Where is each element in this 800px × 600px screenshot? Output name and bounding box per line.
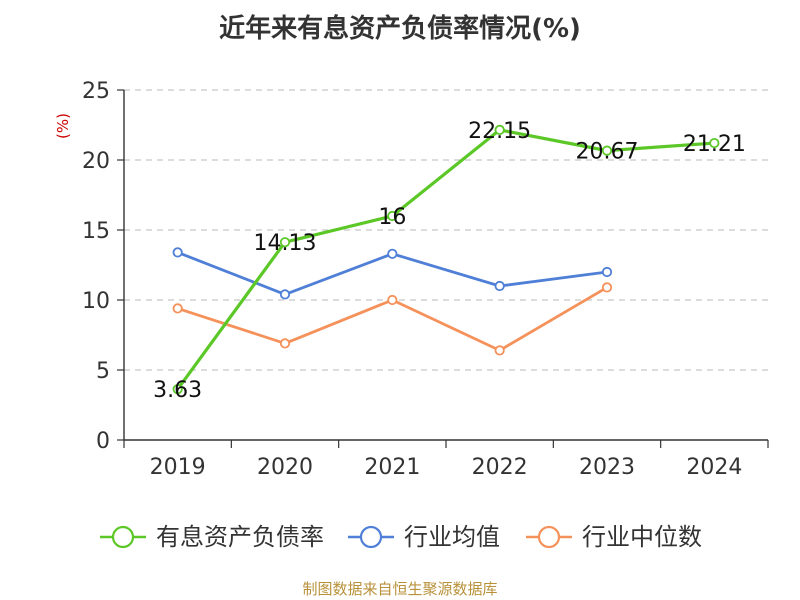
y-tick-label: 15 bbox=[82, 219, 110, 244]
series-1 bbox=[172, 247, 613, 300]
data-label: 14.13 bbox=[254, 231, 317, 256]
x-tick-label: 2019 bbox=[150, 455, 206, 480]
data-labels: 3.63 14.13 16 22.15 20.67 21.21 bbox=[153, 119, 746, 403]
y-axis-unit-label: (%) bbox=[54, 113, 72, 139]
data-point bbox=[601, 145, 613, 156]
x-tick-label: 2024 bbox=[686, 455, 742, 480]
data-label: 3.63 bbox=[153, 378, 202, 403]
legend-item[interactable]: 有息资产负债率 bbox=[100, 523, 324, 551]
grid-lines bbox=[124, 89, 768, 371]
series-2 bbox=[172, 282, 613, 356]
legend-swatch-marker bbox=[359, 525, 383, 549]
data-label: 22.15 bbox=[468, 119, 531, 144]
y-tick-label: 0 bbox=[96, 429, 110, 454]
data-label: 20.67 bbox=[576, 140, 639, 165]
legend-label: 有息资产负债率 bbox=[156, 523, 324, 551]
legend-label: 行业均值 bbox=[404, 523, 500, 551]
data-point bbox=[494, 124, 505, 135]
y-tick-label: 10 bbox=[82, 289, 110, 314]
x-tick-label: 2023 bbox=[579, 455, 635, 480]
axes: 0 5 10 15 20 25 2019 2020 2021 2022 2023 2024 bbox=[82, 79, 769, 480]
y-tick-label: 20 bbox=[82, 149, 110, 174]
legend-swatch-marker bbox=[537, 525, 561, 549]
legend-item[interactable]: 行业中位数 bbox=[526, 523, 702, 551]
data-point bbox=[494, 280, 505, 292]
legend: 有息资产负债率 行业均值 行业中位数 bbox=[100, 523, 702, 551]
data-point bbox=[279, 338, 291, 349]
legend-swatch-marker bbox=[111, 525, 135, 549]
series-0 bbox=[172, 124, 720, 395]
x-tick-label: 2022 bbox=[472, 455, 528, 480]
data-point bbox=[709, 137, 720, 149]
series-layer bbox=[172, 124, 720, 395]
x-tick-label: 2020 bbox=[257, 455, 313, 480]
legend-label: 行业中位数 bbox=[582, 523, 702, 551]
data-point bbox=[494, 345, 505, 356]
data-point bbox=[279, 289, 291, 300]
chart-title: 近年来有息资产负债率情况(%) bbox=[219, 14, 581, 44]
data-point bbox=[601, 282, 613, 293]
data-point bbox=[279, 237, 291, 248]
source-note: 制图数据来自恒生聚源数据库 bbox=[302, 580, 498, 598]
x-tick-label: 2021 bbox=[364, 455, 420, 480]
data-point bbox=[601, 266, 613, 278]
series-line bbox=[176, 128, 715, 391]
data-point bbox=[172, 384, 183, 395]
y-tick-label: 25 bbox=[82, 79, 110, 104]
data-point bbox=[172, 247, 183, 258]
legend-item[interactable]: 行业均值 bbox=[348, 523, 500, 551]
data-point bbox=[387, 248, 398, 259]
data-point bbox=[387, 294, 398, 306]
data-label: 21.21 bbox=[683, 132, 746, 157]
data-point bbox=[387, 210, 398, 222]
y-tick-label: 5 bbox=[96, 359, 110, 384]
data-point bbox=[172, 303, 183, 314]
data-label: 16 bbox=[378, 205, 406, 230]
